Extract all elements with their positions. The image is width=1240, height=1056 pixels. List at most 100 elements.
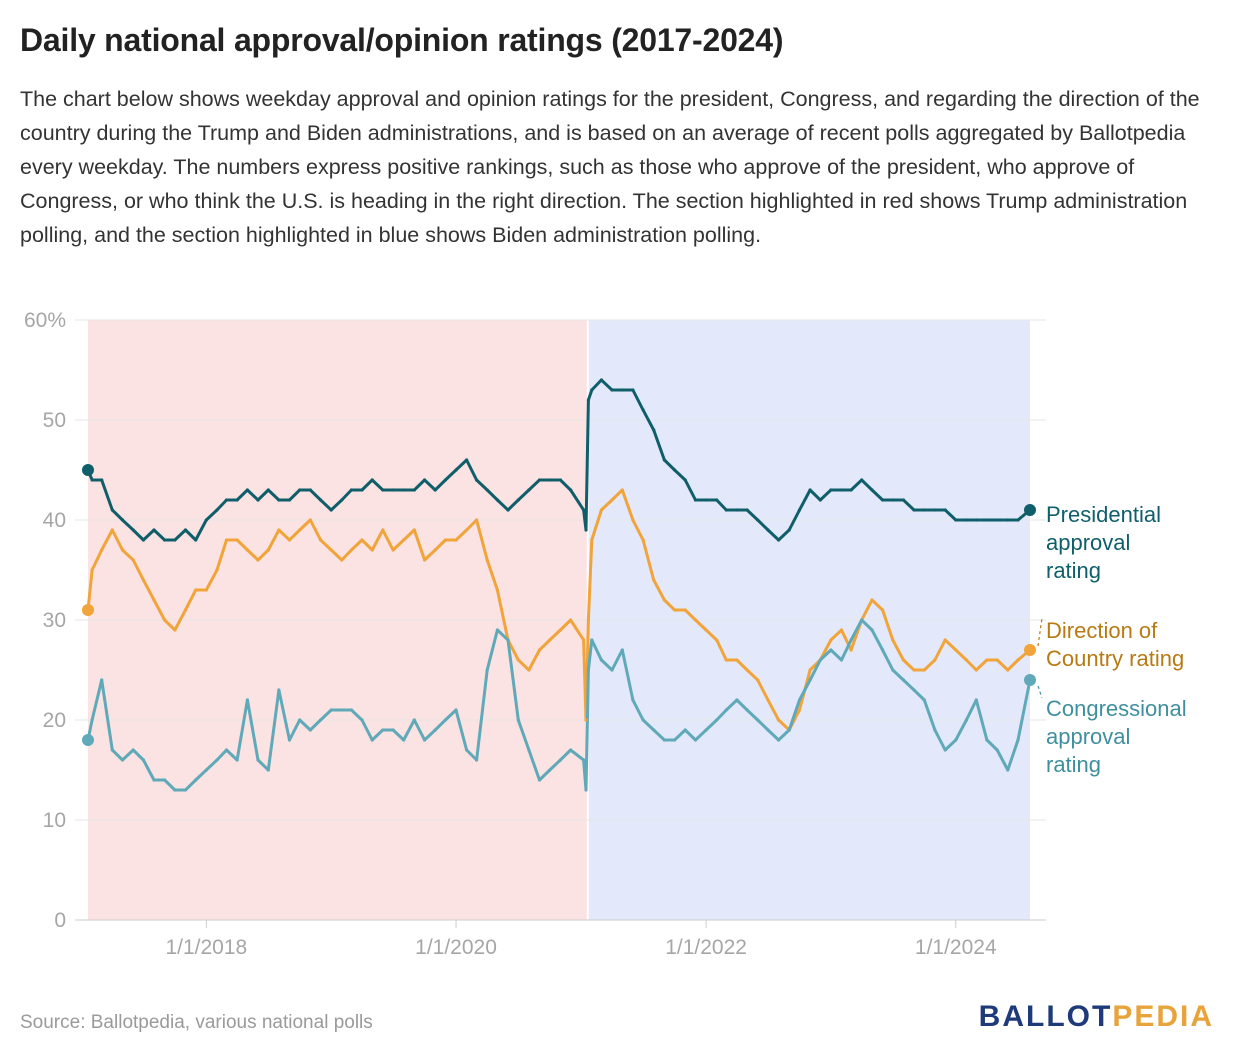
data-point [422, 558, 427, 562]
series-markers [82, 378, 1036, 792]
data-point [582, 638, 586, 642]
data-point [652, 728, 656, 732]
data-point [891, 668, 895, 672]
y-tick-label: 30 [43, 609, 66, 632]
y-tick-label: 10 [43, 809, 66, 832]
data-point [901, 658, 906, 662]
data-point [495, 498, 500, 502]
data-point [433, 728, 437, 732]
data-point [318, 718, 323, 722]
data-point [474, 758, 479, 762]
data-point [776, 738, 781, 742]
y-tick-label: 20 [43, 709, 66, 732]
data-point [735, 658, 739, 662]
data-point [797, 698, 802, 702]
data-point [683, 608, 687, 612]
data-point [402, 738, 406, 742]
series-line-direction-of-country-rating [86, 488, 1031, 732]
data-point [954, 518, 958, 522]
data-point [1006, 668, 1010, 672]
data-point [818, 658, 822, 662]
data-point [829, 638, 833, 642]
data-point [756, 518, 760, 522]
series-label-congressional-approval-rating: rating [1046, 752, 1101, 777]
data-point [693, 498, 698, 502]
data-point [100, 548, 104, 552]
data-point [683, 728, 687, 732]
data-point [599, 508, 604, 512]
data-point [558, 478, 562, 482]
data-point [922, 698, 926, 702]
data-point [693, 618, 698, 622]
data-point [985, 738, 989, 742]
data-point [766, 698, 770, 702]
data-point [808, 678, 812, 682]
data-point [954, 738, 958, 742]
data-point [224, 748, 229, 752]
series-line-congressional-approval-rating [86, 618, 1032, 792]
data-point [495, 628, 500, 632]
data-point [194, 588, 198, 592]
data-point [266, 768, 270, 772]
data-point [173, 788, 177, 792]
data-point [584, 528, 588, 532]
data-point [808, 668, 812, 672]
data-point [891, 498, 895, 502]
data-point [349, 548, 353, 552]
data-point [933, 658, 937, 662]
data-point [173, 628, 177, 632]
data-point [745, 508, 749, 512]
data-point [797, 708, 802, 712]
data-point [120, 518, 125, 522]
data-point [485, 668, 489, 672]
data-point [985, 518, 989, 522]
data-point [704, 728, 708, 732]
data-point [537, 648, 542, 652]
data-point [506, 638, 510, 642]
data-point [194, 778, 198, 782]
label-leader [1037, 617, 1043, 647]
data-point [245, 488, 249, 492]
data-point [599, 658, 604, 662]
data-point [860, 618, 864, 622]
data-point [673, 608, 677, 612]
data-point [912, 508, 916, 512]
data-point [131, 558, 135, 562]
data-point [381, 528, 385, 532]
data-point [1016, 658, 1020, 662]
data-point [880, 498, 885, 502]
series-label-direction-of-country-rating: Direction of [1046, 618, 1158, 643]
data-point [1016, 738, 1020, 742]
data-point [256, 758, 260, 762]
data-point [256, 498, 260, 502]
data-point [131, 748, 135, 752]
data-point [256, 558, 260, 562]
data-point [100, 478, 104, 482]
series-lines [86, 378, 1032, 792]
data-point [340, 708, 344, 712]
data-point [474, 478, 479, 482]
data-point [954, 648, 958, 652]
data-point [974, 698, 978, 702]
data-point [443, 718, 448, 722]
data-point [318, 498, 323, 502]
source-note: Source: Ballotpedia, various national po… [20, 1012, 373, 1033]
x-axis: 1/1/2018 1/1/2020 1/1/2022 1/1/2024 [165, 920, 997, 959]
data-point [110, 528, 114, 532]
data-point [141, 758, 146, 762]
data-point [641, 408, 645, 412]
data-point [891, 638, 895, 642]
data-point [582, 758, 586, 762]
data-point [370, 548, 374, 552]
data-point [82, 734, 94, 746]
x-tick-label: 1/1/2018 [165, 936, 247, 959]
data-point [933, 508, 937, 512]
data-point [808, 488, 812, 492]
chart-subtitle: The chart below shows weekday approval a… [20, 87, 1200, 247]
data-point [163, 538, 167, 542]
data-point [641, 538, 645, 542]
data-point [964, 658, 968, 662]
data-point [745, 668, 749, 672]
data-point [287, 538, 292, 542]
